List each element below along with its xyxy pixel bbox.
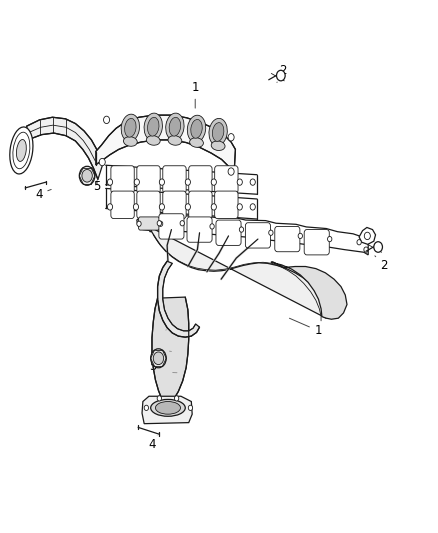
Polygon shape — [27, 117, 103, 180]
Circle shape — [103, 116, 110, 124]
Ellipse shape — [121, 114, 140, 141]
Polygon shape — [142, 396, 192, 424]
Circle shape — [211, 179, 216, 185]
Ellipse shape — [13, 132, 30, 169]
FancyBboxPatch shape — [159, 214, 184, 239]
FancyBboxPatch shape — [245, 223, 270, 248]
Circle shape — [374, 241, 382, 252]
Circle shape — [134, 204, 138, 210]
FancyBboxPatch shape — [163, 166, 186, 193]
Polygon shape — [137, 215, 163, 231]
Ellipse shape — [191, 119, 202, 138]
Circle shape — [328, 237, 332, 241]
Circle shape — [228, 168, 234, 175]
Polygon shape — [152, 297, 189, 405]
FancyBboxPatch shape — [163, 191, 186, 219]
FancyBboxPatch shape — [275, 227, 300, 252]
Circle shape — [144, 405, 148, 410]
Ellipse shape — [169, 117, 180, 136]
Text: 2: 2 — [375, 256, 388, 272]
Circle shape — [174, 395, 179, 401]
Polygon shape — [359, 228, 375, 244]
Ellipse shape — [124, 136, 137, 146]
Text: 2: 2 — [277, 64, 287, 83]
Text: 4: 4 — [148, 433, 159, 451]
Circle shape — [211, 204, 216, 210]
Polygon shape — [96, 115, 236, 173]
Ellipse shape — [211, 141, 225, 150]
Polygon shape — [271, 262, 347, 319]
Text: 5: 5 — [150, 360, 162, 373]
FancyBboxPatch shape — [216, 220, 241, 245]
FancyBboxPatch shape — [138, 217, 159, 230]
Ellipse shape — [209, 118, 227, 146]
Ellipse shape — [212, 123, 224, 141]
Circle shape — [159, 179, 165, 185]
Text: 5: 5 — [93, 180, 101, 193]
FancyBboxPatch shape — [111, 166, 134, 193]
Circle shape — [107, 204, 113, 210]
Circle shape — [237, 204, 242, 210]
FancyBboxPatch shape — [215, 191, 238, 219]
Ellipse shape — [190, 138, 203, 147]
Ellipse shape — [168, 136, 182, 145]
Ellipse shape — [151, 399, 185, 416]
Circle shape — [239, 227, 244, 232]
Ellipse shape — [144, 113, 162, 140]
Circle shape — [157, 221, 162, 226]
Text: 4: 4 — [35, 188, 51, 201]
Ellipse shape — [166, 113, 184, 140]
Ellipse shape — [187, 115, 206, 142]
Circle shape — [137, 221, 141, 227]
Circle shape — [82, 169, 92, 182]
Circle shape — [185, 179, 191, 185]
Circle shape — [276, 70, 285, 81]
Circle shape — [180, 221, 184, 226]
Circle shape — [153, 352, 164, 365]
FancyBboxPatch shape — [137, 191, 160, 219]
Circle shape — [364, 232, 371, 240]
Circle shape — [99, 158, 105, 166]
Circle shape — [107, 179, 113, 185]
Circle shape — [364, 247, 368, 252]
Circle shape — [228, 134, 234, 141]
Text: 1: 1 — [290, 318, 322, 337]
Ellipse shape — [148, 117, 159, 136]
FancyBboxPatch shape — [187, 217, 212, 242]
FancyBboxPatch shape — [111, 191, 134, 219]
Circle shape — [134, 179, 139, 185]
Circle shape — [151, 349, 166, 368]
FancyBboxPatch shape — [137, 166, 160, 193]
Text: 1: 1 — [191, 80, 199, 108]
Polygon shape — [150, 227, 328, 318]
Circle shape — [157, 395, 162, 401]
Ellipse shape — [125, 118, 136, 137]
Circle shape — [298, 233, 303, 239]
Circle shape — [357, 240, 361, 245]
Circle shape — [159, 204, 165, 210]
Circle shape — [210, 224, 214, 229]
Ellipse shape — [146, 136, 160, 145]
Circle shape — [250, 204, 255, 210]
FancyBboxPatch shape — [215, 166, 238, 193]
Polygon shape — [150, 214, 368, 255]
Circle shape — [79, 166, 95, 185]
Ellipse shape — [17, 140, 26, 161]
Ellipse shape — [10, 127, 33, 174]
Circle shape — [269, 230, 273, 236]
Circle shape — [185, 204, 191, 210]
FancyBboxPatch shape — [189, 191, 212, 219]
Ellipse shape — [155, 401, 180, 414]
Polygon shape — [158, 261, 200, 337]
FancyBboxPatch shape — [304, 230, 329, 255]
FancyBboxPatch shape — [189, 166, 212, 193]
Circle shape — [188, 405, 193, 410]
Circle shape — [159, 221, 163, 227]
Text: 3: 3 — [234, 223, 254, 238]
Circle shape — [237, 179, 242, 185]
Circle shape — [250, 179, 255, 185]
